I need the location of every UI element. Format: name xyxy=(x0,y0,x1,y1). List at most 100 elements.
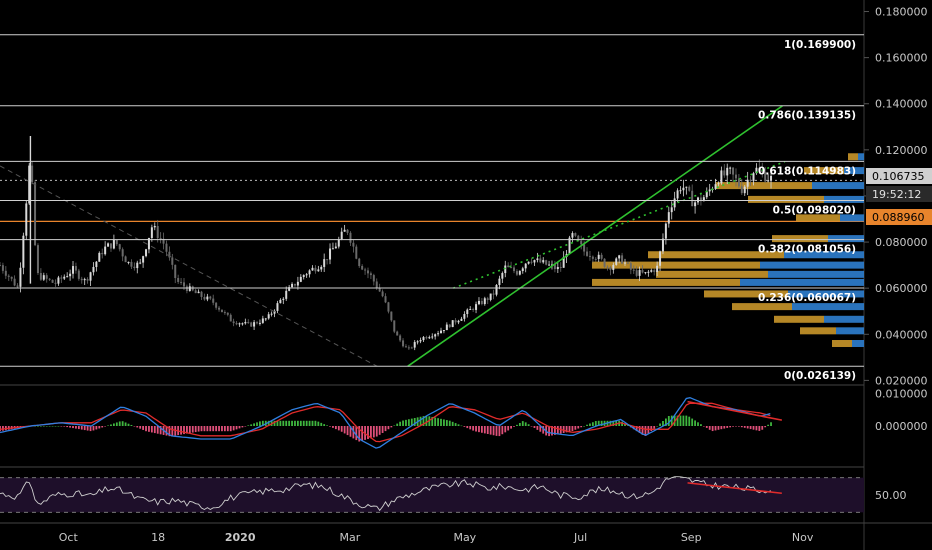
macd-histogram-bar xyxy=(89,426,92,432)
candle-body xyxy=(34,182,37,246)
macd-panel[interactable]: 0.010000 0.000000 xyxy=(0,388,928,449)
macd-histogram-bar xyxy=(54,426,57,427)
candle-body xyxy=(168,251,171,258)
volume-profile-bar-up xyxy=(656,270,768,278)
macd-histogram-bar xyxy=(72,426,74,429)
candle-body xyxy=(723,170,726,176)
macd-histogram-bar xyxy=(685,415,688,426)
macd-histogram-bar xyxy=(451,421,454,426)
macd-histogram-bar xyxy=(299,420,302,426)
macd-histogram-bar xyxy=(75,426,77,429)
trendline-solid[interactable] xyxy=(407,105,783,367)
macd-histogram-bar xyxy=(516,424,518,426)
macd-histogram-bar xyxy=(676,415,679,426)
macd-histogram-bar xyxy=(343,426,346,434)
macd-histogram-bar xyxy=(203,426,206,432)
rsi-divergence-line[interactable] xyxy=(687,482,782,495)
candle-body xyxy=(390,311,393,321)
trendline-dotted[interactable] xyxy=(453,160,786,289)
candle-body xyxy=(457,320,460,323)
candle-body xyxy=(156,225,159,239)
candle-body xyxy=(699,197,702,202)
macd-histogram-bar xyxy=(197,426,200,432)
candle-body xyxy=(402,340,405,347)
candle-body xyxy=(603,258,606,267)
volume-profile-bar-up xyxy=(848,153,858,161)
candle-body xyxy=(758,167,761,171)
candle-body xyxy=(720,170,723,184)
macd-histogram-bar xyxy=(229,426,232,432)
price-axis-tick: 0.140000 xyxy=(875,98,928,111)
macd-divergence-line[interactable] xyxy=(687,400,783,421)
candle-body xyxy=(314,267,317,272)
candle-body xyxy=(364,269,367,271)
candle-body xyxy=(624,262,627,264)
macd-histogram-bar xyxy=(419,416,422,426)
macd-histogram-bar xyxy=(732,426,734,427)
volume-profile-bar-down xyxy=(788,290,864,298)
macd-histogram-bar xyxy=(711,426,714,432)
fibonacci-levels[interactable]: 1(0.169900) 0.786(0.139135) 0.618(0.114983… xyxy=(0,34,864,382)
candle-body xyxy=(323,259,326,267)
current-price-label: 0.106735 xyxy=(872,170,925,183)
macd-histogram-bar xyxy=(504,426,507,433)
macd-histogram-bar xyxy=(95,426,98,430)
candle-body xyxy=(48,278,51,280)
macd-histogram-bar xyxy=(302,420,305,426)
candle-body xyxy=(431,336,434,338)
candle-body xyxy=(25,203,28,236)
candle-body xyxy=(343,229,346,232)
time-axis-label: Sep xyxy=(681,531,702,544)
macd-histogram-bar xyxy=(317,421,320,426)
macd-histogram-bar xyxy=(250,424,253,426)
trendline-dashed[interactable] xyxy=(0,165,378,367)
price-axis-tick: 0.040000 xyxy=(875,328,928,341)
volume-profile-bar-down xyxy=(828,235,864,243)
macd-histogram-bar xyxy=(577,426,580,429)
macd-histogram-bar xyxy=(700,424,702,426)
macd-histogram-bar xyxy=(273,420,276,426)
fib-level-label: 0.382(0.081056) xyxy=(758,244,856,256)
macd-axis[interactable]: 0.010000 0.000000 xyxy=(875,388,928,434)
macd-histogram-bar xyxy=(118,421,121,426)
macd-histogram-bar xyxy=(171,426,174,437)
macd-histogram-bar xyxy=(405,419,407,426)
time-axis[interactable]: Oct 18 2020 Mar May Jul Sep Nov xyxy=(59,531,814,544)
candle-body xyxy=(679,190,682,192)
macd-histogram-bar xyxy=(650,426,653,431)
macd-histogram-bar xyxy=(723,426,726,429)
candle-body xyxy=(770,175,773,181)
macd-histogram-bar xyxy=(66,426,69,428)
macd-histogram-bar xyxy=(232,426,235,431)
macd-histogram-bar xyxy=(186,426,188,434)
candle-body xyxy=(591,256,594,259)
candle-body xyxy=(673,198,676,208)
rsi-axis[interactable]: 50.00 xyxy=(875,489,907,502)
macd-histogram-bar xyxy=(498,426,501,437)
candle-body xyxy=(556,267,559,270)
macd-histogram-bar xyxy=(527,424,530,426)
candle-body xyxy=(258,322,261,324)
candle-body xyxy=(171,257,174,265)
candle-body xyxy=(518,271,521,275)
candle-body xyxy=(39,273,42,280)
macd-histogram-bar xyxy=(308,420,311,426)
macd-histogram-bar xyxy=(480,426,483,433)
candle-body xyxy=(477,300,480,305)
macd-plot xyxy=(0,397,783,449)
candle-body xyxy=(527,261,530,264)
candle-body xyxy=(542,260,545,263)
candle-body xyxy=(404,346,407,348)
rsi-panel[interactable]: 50.00 xyxy=(0,476,907,513)
macd-histogram-bar xyxy=(554,426,556,435)
volume-profile-bar-up xyxy=(748,195,824,203)
candle-body xyxy=(109,243,112,249)
macd-histogram-bar xyxy=(98,426,101,429)
time-axis-label: Mar xyxy=(340,531,361,544)
macd-histogram-bar xyxy=(276,420,279,426)
time-axis-label: 2020 xyxy=(225,531,256,544)
candle-body xyxy=(545,260,548,265)
volume-profile-bar-down xyxy=(784,251,864,259)
macd-histogram-bar xyxy=(247,425,250,426)
